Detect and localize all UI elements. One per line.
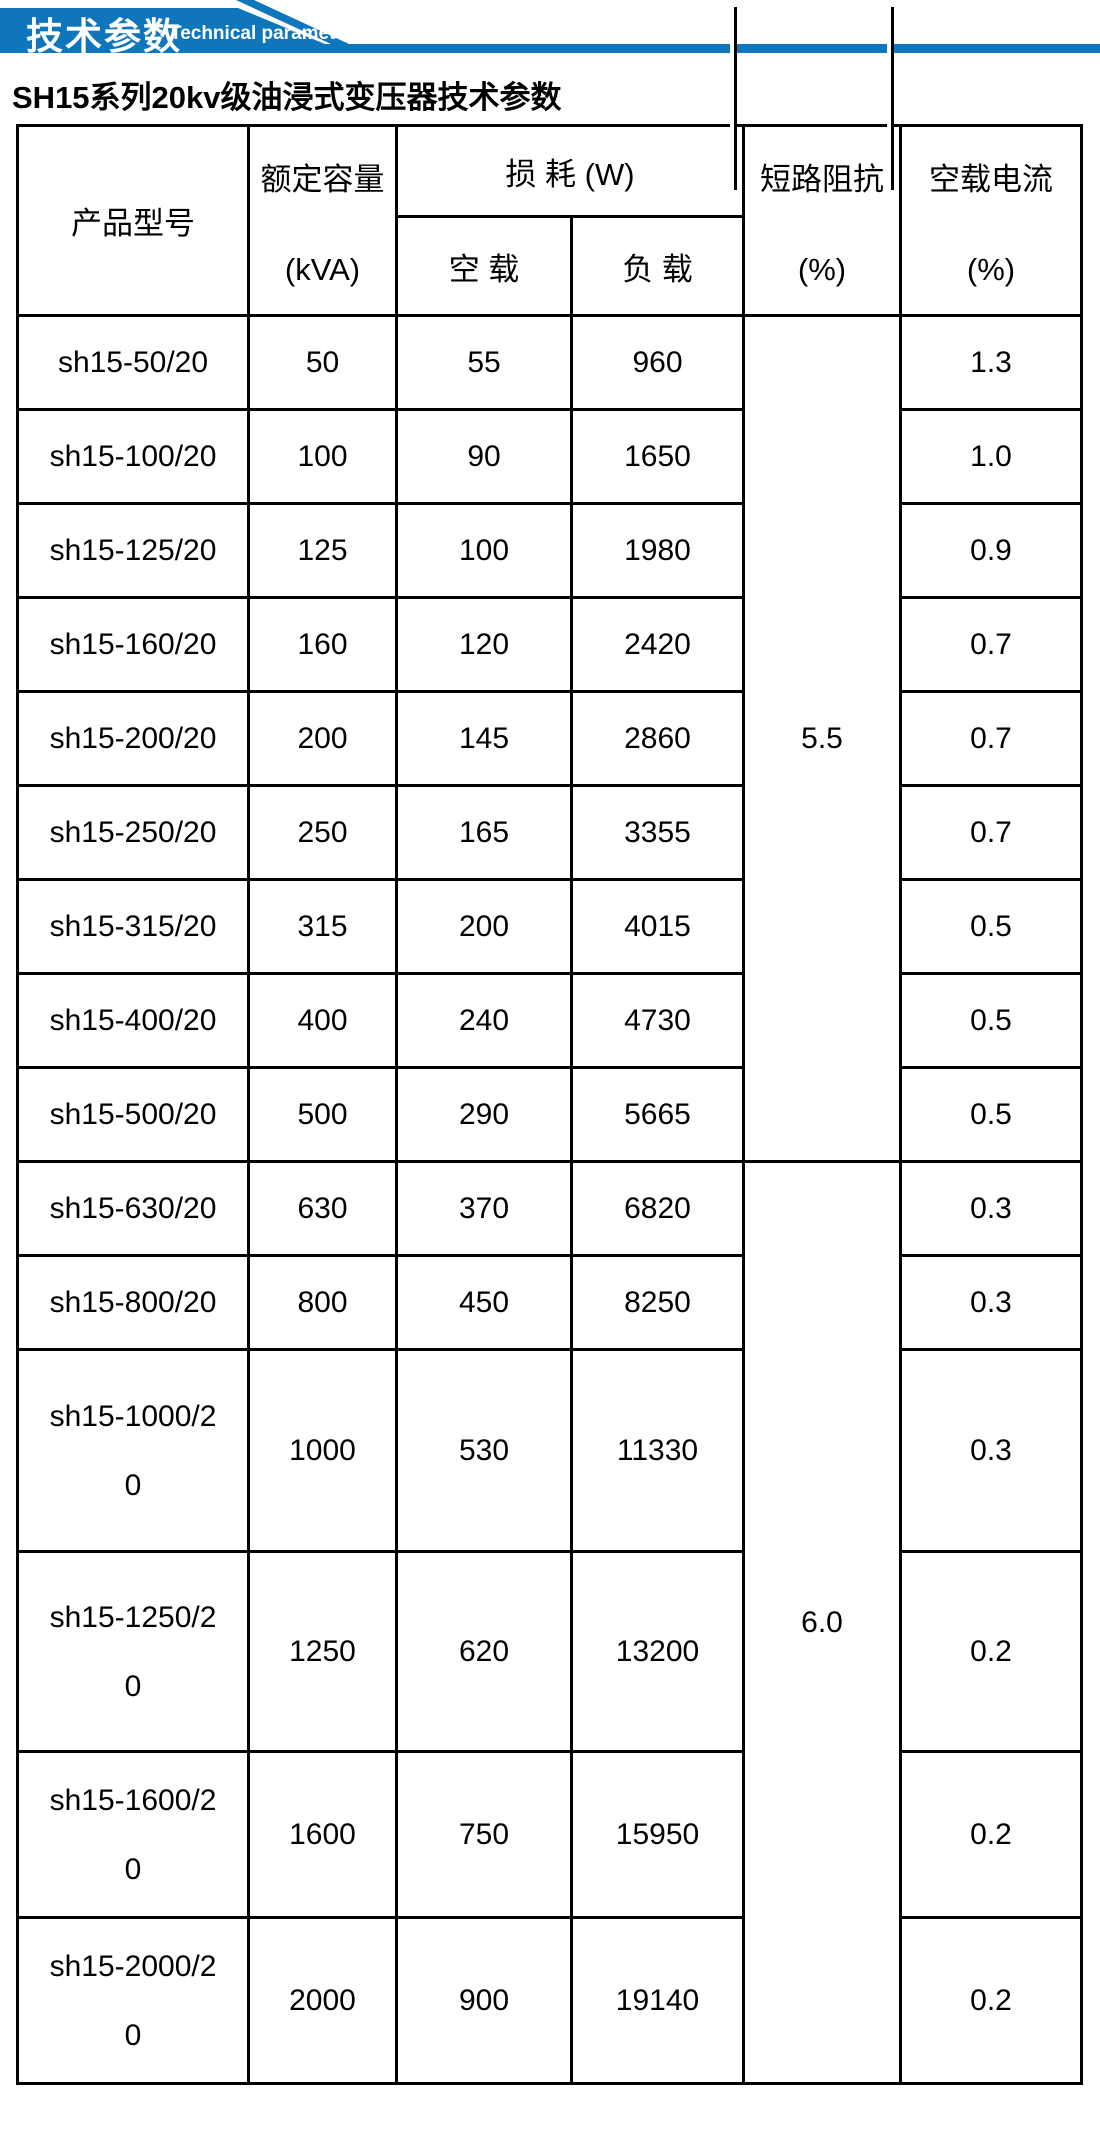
header-model: 产品型号 [19,127,247,314]
header-current-line2: (%) [966,251,1016,287]
cell-model: sh15-630/20 [19,1163,247,1254]
header-gutter-left-of-current [887,7,894,190]
cell-capacity: 1250 [250,1553,395,1750]
header-no-load-current: 空载电流 (%) [902,127,1080,314]
cell-no-load-current: 0.5 [902,975,1080,1066]
header-capacity-line1: 额定容量 [260,161,385,197]
cell-load-loss: 1980 [573,505,742,596]
cell-no-load-loss: 165 [398,787,570,878]
cell-no-load-current: 0.3 [902,1163,1080,1254]
banner-title-cn: 技术参数 [26,16,182,57]
cell-capacity: 315 [250,881,395,972]
cell-load-loss: 2860 [573,693,742,784]
cell-no-load-loss: 90 [398,411,570,502]
cell-load-loss: 8250 [573,1257,742,1348]
cell-capacity: 500 [250,1069,395,1160]
header-loss-group: 损 耗 (W) [398,127,742,215]
cell-model: sh15-125/20 [19,505,247,596]
cell-model: sh15-500/20 [19,1069,247,1160]
cell-capacity: 50 [250,317,395,408]
banner-title-en: Technical parameter [170,23,354,44]
cell-no-load-loss: 55 [398,317,570,408]
header-impedance: 短路阻抗 (%) [745,127,899,314]
cell-model: sh15-250/20 [19,787,247,878]
cell-no-load-current: 1.3 [902,317,1080,408]
header-capacity: 额定容量 (kVA) [250,127,395,314]
cell-capacity: 250 [250,787,395,878]
cell-no-load-current: 0.2 [902,1919,1080,2082]
cell-no-load-current: 0.5 [902,881,1080,972]
cell-no-load-loss: 530 [398,1351,570,1550]
cell-no-load-current: 0.7 [902,693,1080,784]
cell-no-load-current: 0.7 [902,599,1080,690]
cell-capacity: 2000 [250,1919,395,2082]
header-impedance-line1: 短路阻抗 [760,161,884,197]
cell-no-load-loss: 370 [398,1163,570,1254]
cell-capacity: 100 [250,411,395,502]
cell-no-load-loss: 240 [398,975,570,1066]
cell-load-loss: 2420 [573,599,742,690]
cell-capacity: 1600 [250,1753,395,1916]
cell-capacity: 200 [250,693,395,784]
cell-load-loss: 4015 [573,881,742,972]
cell-load-loss: 6820 [573,1163,742,1254]
cell-no-load-loss: 100 [398,505,570,596]
cell-no-load-current: 0.7 [902,787,1080,878]
cell-no-load-current: 0.3 [902,1257,1080,1348]
header-current-line1: 空载电流 [929,161,1053,197]
cell-no-load-current: 0.3 [902,1351,1080,1550]
cell-no-load-current: 0.2 [902,1553,1080,1750]
cell-model: sh15-100/20 [19,411,247,502]
cell-load-loss: 3355 [573,787,742,878]
parameters-table: 产品型号 额定容量 (kVA) 损 耗 (W) 空 载 负 载 短路阻抗 (%)… [16,124,1083,2085]
cell-model: sh15-160/20 [19,599,247,690]
cell-no-load-current: 0.2 [902,1753,1080,1916]
cell-capacity: 400 [250,975,395,1066]
cell-model: sh15-50/20 [19,317,247,408]
cell-capacity: 1000 [250,1351,395,1550]
cell-model: sh15-800/20 [19,1257,247,1348]
cell-no-load-loss: 450 [398,1257,570,1348]
cell-capacity: 630 [250,1163,395,1254]
header-impedance-line2: (%) [797,251,847,287]
header-no-load-loss: 空 载 [398,218,570,314]
cell-no-load-loss: 900 [398,1919,570,2082]
cell-no-load-current: 0.5 [902,1069,1080,1160]
cell-no-load-loss: 290 [398,1069,570,1160]
cell-load-loss: 4730 [573,975,742,1066]
cell-impedance-merged: 6.0 [745,1163,899,2082]
cell-no-load-current: 1.0 [902,411,1080,502]
cell-model: sh15-2000/2 0 [19,1919,247,2082]
cell-no-load-loss: 145 [398,693,570,784]
cell-load-loss: 5665 [573,1069,742,1160]
cell-model: sh15-1600/2 0 [19,1753,247,1916]
cell-load-loss: 11330 [573,1351,742,1550]
cell-model: sh15-400/20 [19,975,247,1066]
header-load-loss: 负 载 [573,218,742,314]
cell-model: sh15-1000/2 0 [19,1351,247,1550]
cell-no-load-current: 0.9 [902,505,1080,596]
cell-capacity: 125 [250,505,395,596]
cell-no-load-loss: 620 [398,1553,570,1750]
cell-load-loss: 13200 [573,1553,742,1750]
cell-capacity: 160 [250,599,395,690]
cell-no-load-loss: 120 [398,599,570,690]
header-gutter-left-of-impedance [730,7,737,190]
cell-model: sh15-200/20 [19,693,247,784]
cell-impedance-merged: 5.5 [745,317,899,1160]
header-capacity-line2: (kVA) [284,251,361,287]
cell-load-loss: 960 [573,317,742,408]
cell-no-load-loss: 750 [398,1753,570,1916]
cell-load-loss: 1650 [573,411,742,502]
cell-no-load-loss: 200 [398,881,570,972]
cell-model: sh15-315/20 [19,881,247,972]
cell-model: sh15-1250/2 0 [19,1553,247,1750]
cell-load-loss: 15950 [573,1753,742,1916]
page-title: SH15系列20kv级油浸式变压器技术参数 [12,80,562,115]
cell-capacity: 800 [250,1257,395,1348]
cell-load-loss: 19140 [573,1919,742,2082]
